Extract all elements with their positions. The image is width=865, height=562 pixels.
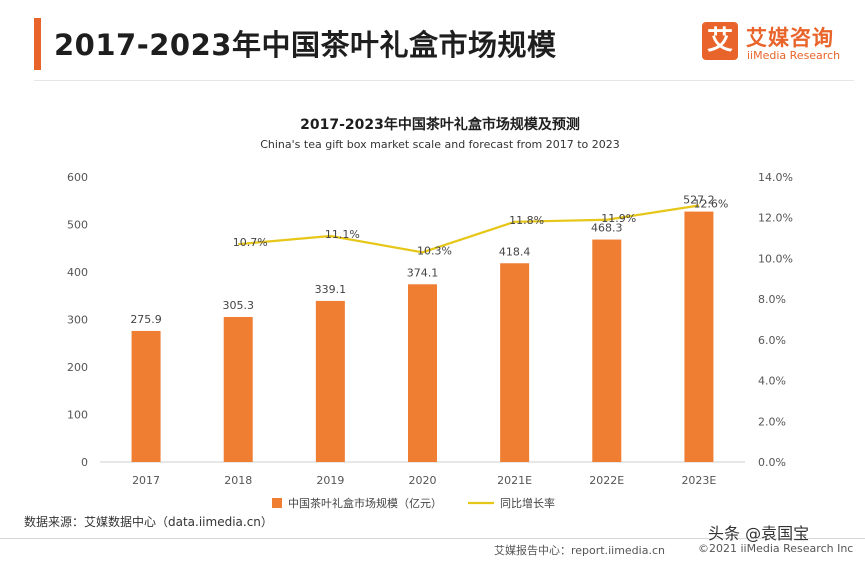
left-axis-tick-label: 300 [67, 314, 88, 327]
right-axis-tick-label: 14.0% [758, 171, 793, 184]
growth-rate-line [238, 204, 700, 254]
legend-bar-label: 中国茶叶礼盒市场规模（亿元） [288, 496, 442, 510]
bar-data-label: 418.4 [499, 245, 531, 258]
logo-mark: 艾 [702, 22, 738, 60]
left-axis-tick-label: 600 [67, 171, 88, 184]
page-title: 2017-2023年中国茶叶礼盒市场规模 [54, 28, 557, 62]
header-divider [34, 80, 854, 81]
toutiao-watermark: 头条 @袁国宝 [708, 524, 810, 543]
bar-data-label: 527.2 [683, 194, 715, 207]
logo-chinese-name: 艾媒咨询 [746, 26, 834, 50]
line-data-label: 11.1% [325, 228, 360, 241]
line-series: 10.7% 11.1% 10.3% 11.8% 11.9% 12.6% [233, 198, 729, 258]
bar-data-label: 275.9 [130, 313, 162, 326]
x-axis-tick-label: 2018 [224, 474, 252, 487]
iimedia-logo: 艾 艾媒咨询 iiMedia Research [702, 22, 852, 68]
bar [500, 263, 530, 462]
right-axis: 0.0% 2.0% 4.0% 6.0% 8.0% 10.0% 12.0% 14.0% [758, 171, 793, 469]
right-axis-tick-label: 0.0% [758, 456, 786, 469]
logo-english-name: iiMedia Research [747, 49, 841, 62]
left-axis-tick-label: 200 [67, 361, 88, 374]
bar-data-label: 305.3 [222, 299, 254, 312]
line-data-label: 10.3% [417, 244, 452, 257]
line-data-label: 11.8% [509, 214, 544, 227]
bar-series: 275.9 305.3 339.1 374.1 418.4 468.3 527.2 [130, 194, 715, 462]
bar [223, 316, 253, 462]
x-axis: 2017 2018 2019 2020 2021E 2022E 2023E [100, 461, 745, 487]
x-axis-tick-label: 2023E [681, 474, 716, 487]
legend-bar-swatch [272, 498, 282, 508]
left-axis-tick-label: 100 [67, 409, 88, 422]
copyright-text: ©2021 iiMedia Research Inc [698, 542, 854, 555]
x-axis-tick-label: 2022E [589, 474, 624, 487]
x-axis-tick-label: 2019 [316, 474, 344, 487]
chart-subtitle: China's tea gift box market scale and fo… [260, 138, 620, 151]
report-center-link[interactable]: 艾媒报告中心：report.iimedia.cn [494, 544, 665, 557]
legend-line-label: 同比增长率 [500, 496, 555, 510]
bar-data-label: 374.1 [407, 266, 439, 279]
right-axis-tick-label: 10.0% [758, 252, 793, 265]
line-data-label: 10.7% [233, 236, 268, 249]
title-accent-bar [34, 18, 41, 70]
x-axis-tick-label: 2017 [132, 474, 160, 487]
x-axis-tick-label: 2021E [497, 474, 532, 487]
bar [684, 211, 714, 462]
line-data-label: 11.9% [601, 212, 636, 225]
right-axis-tick-label: 2.0% [758, 415, 786, 428]
right-axis-tick-label: 12.0% [758, 212, 793, 225]
left-axis-tick-label: 400 [67, 266, 88, 279]
x-axis-tick-label: 2020 [409, 474, 437, 487]
left-axis: 0 100 200 300 400 500 600 [67, 171, 88, 469]
right-axis-tick-label: 8.0% [758, 293, 786, 306]
left-axis-tick-label: 500 [67, 219, 88, 232]
bar [315, 300, 345, 462]
footer-divider [0, 538, 865, 539]
right-axis-tick-label: 6.0% [758, 334, 786, 347]
bar-data-label: 468.3 [591, 222, 623, 235]
bar [131, 330, 161, 462]
chart-legend: 中国茶叶礼盒市场规模（亿元） 同比增长率 [272, 496, 555, 510]
left-axis-tick-label: 0 [81, 456, 88, 469]
right-axis-tick-label: 4.0% [758, 375, 786, 388]
chart-title: 2017-2023年中国茶叶礼盒市场规模及预测 [300, 116, 580, 133]
bar-data-label: 339.1 [315, 283, 347, 296]
bar [592, 239, 622, 462]
data-source-note: 数据来源：艾媒数据中心（data.iimedia.cn） [24, 515, 273, 529]
bar [408, 284, 437, 462]
line-data-label: 12.6% [693, 198, 728, 211]
